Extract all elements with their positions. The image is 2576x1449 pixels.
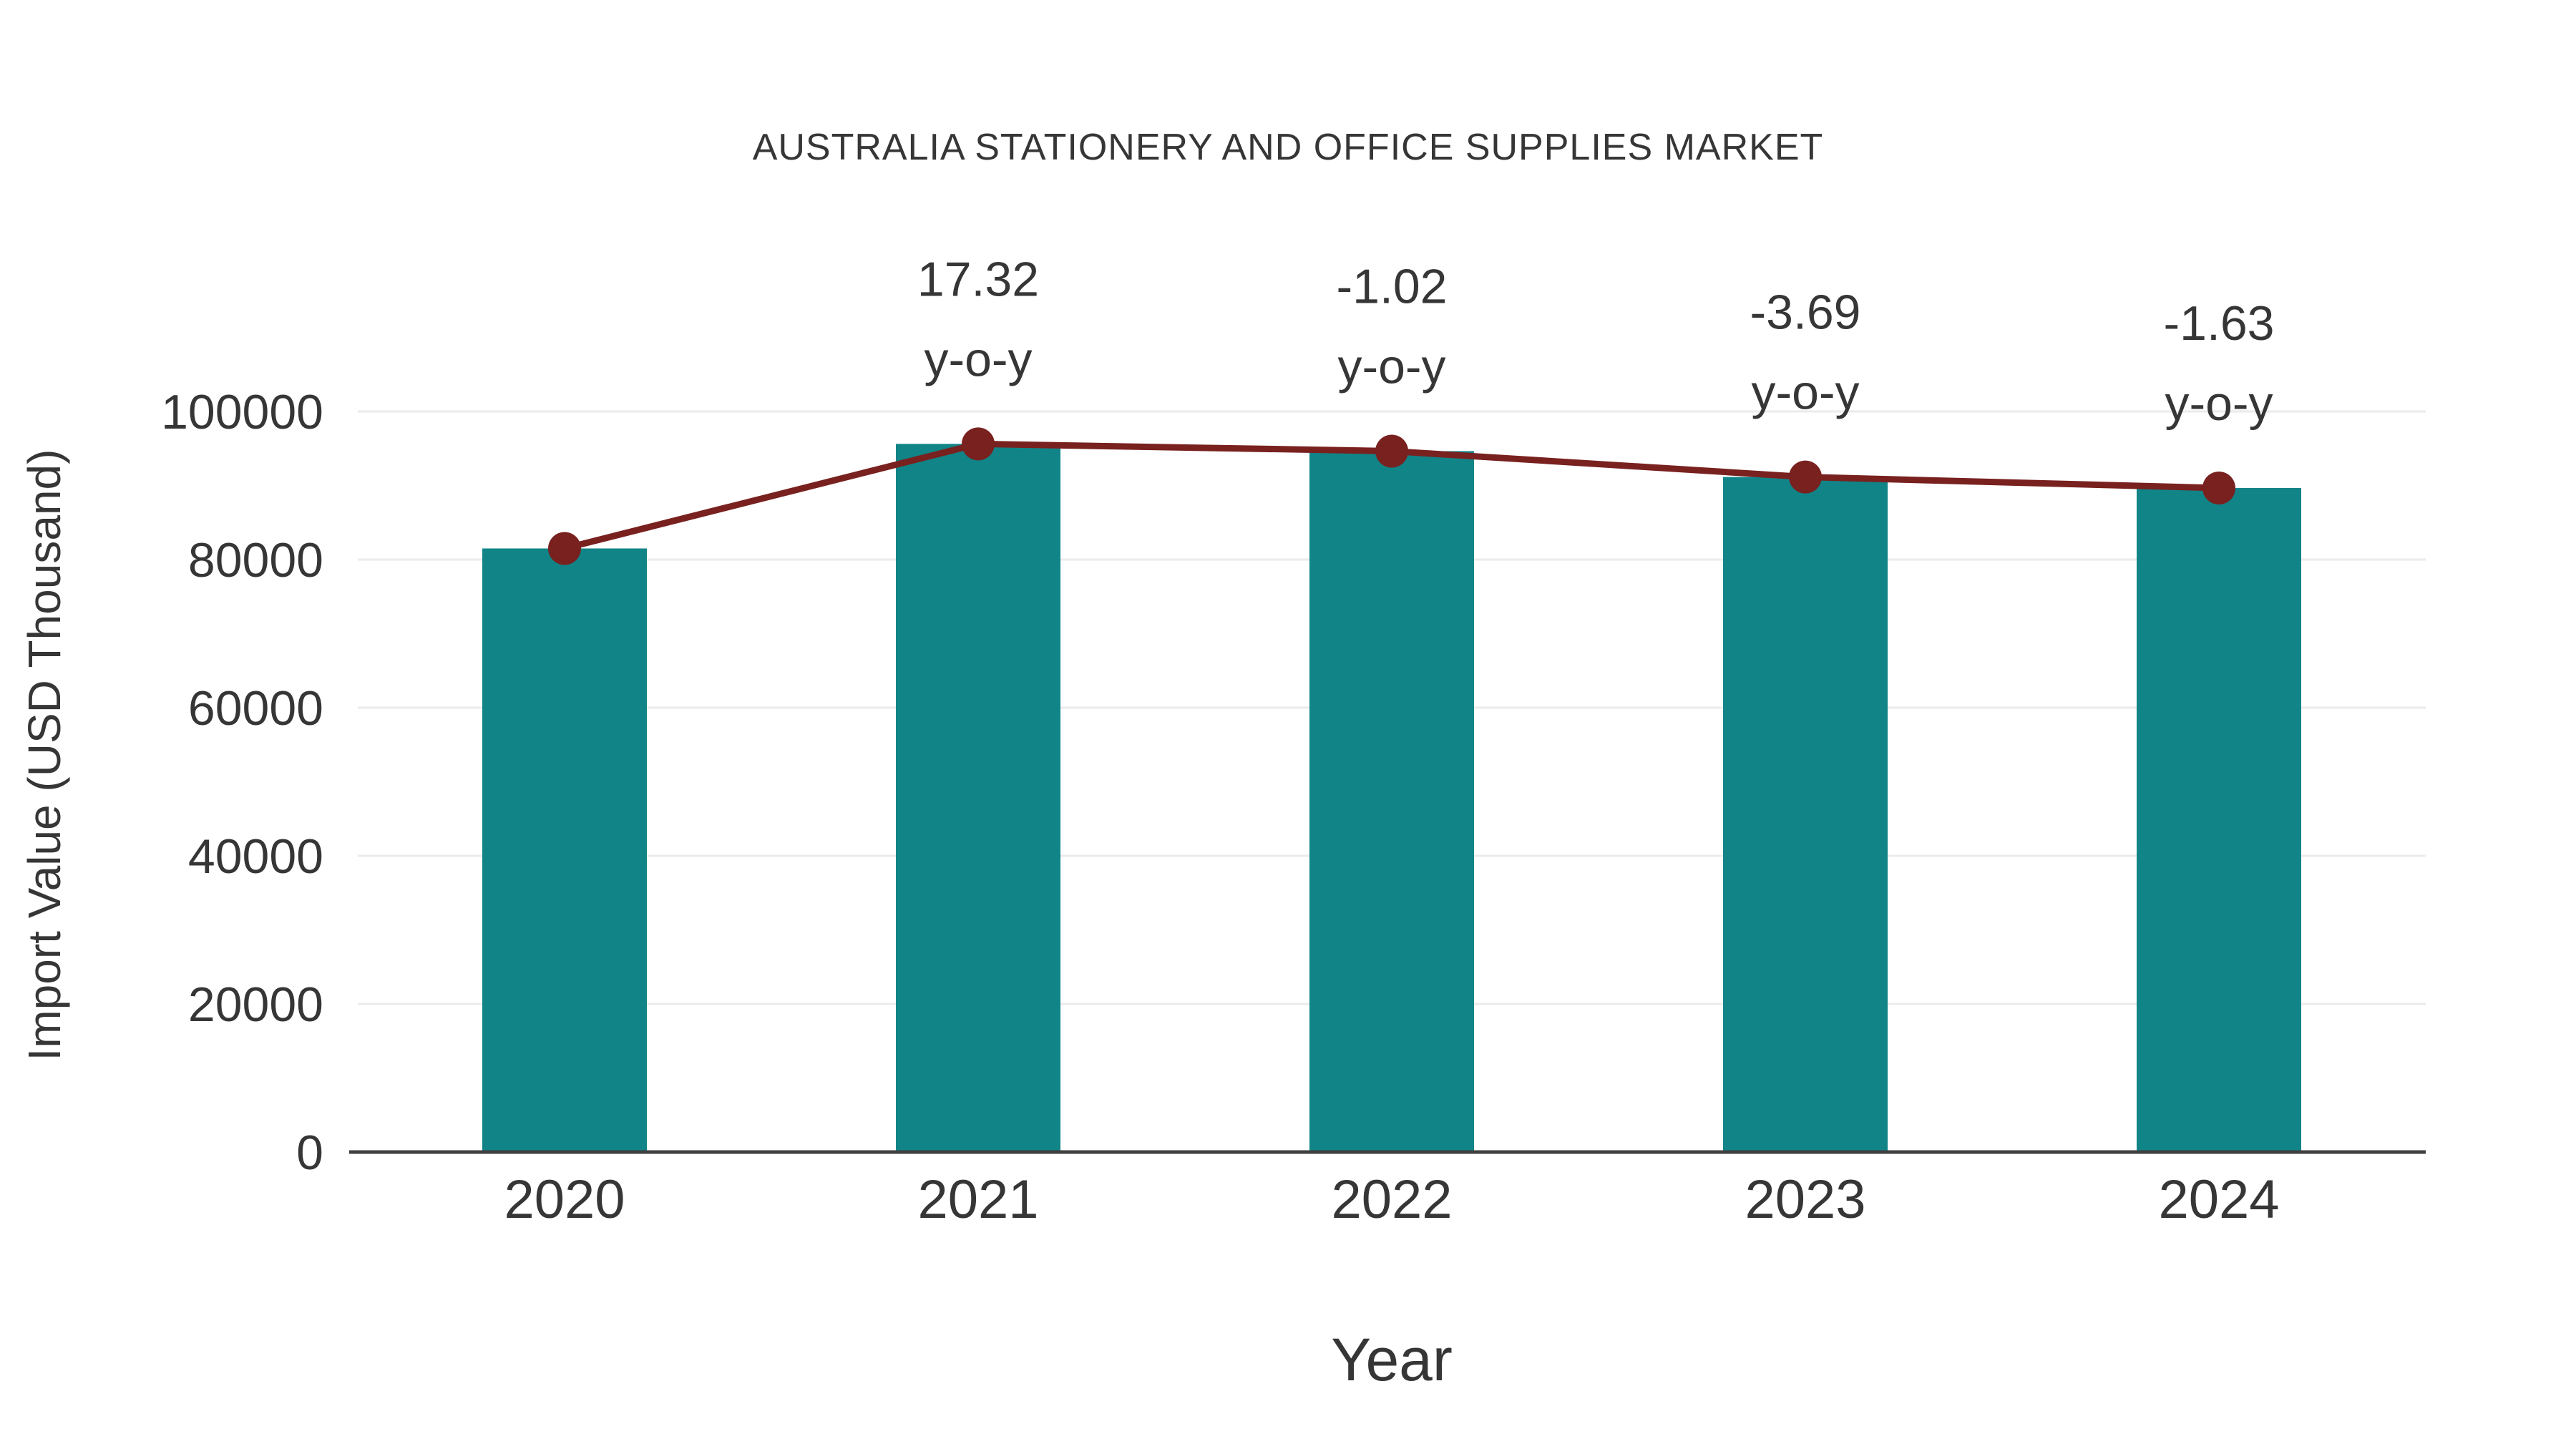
trend-marker-2024 [2202, 472, 2235, 505]
bar-2023 [1723, 477, 1888, 1152]
x-tick-label-2022: 2022 [1331, 1169, 1452, 1230]
bar-2021 [896, 444, 1060, 1152]
yoy-label-2023: y-o-y [1751, 366, 1859, 420]
y-tick-label: 80000 [188, 533, 323, 587]
yoy-value-2023: -3.69 [1750, 286, 1861, 340]
yoy-label-2022: y-o-y [1337, 339, 1445, 394]
yoy-value-2024: -1.63 [2164, 296, 2275, 351]
x-axis-title: Year [1331, 1326, 1453, 1393]
bar-2020 [482, 548, 647, 1152]
trend-marker-2020 [548, 532, 581, 565]
trend-marker-2021 [962, 427, 995, 461]
x-tick-label-2023: 2023 [1745, 1169, 1865, 1230]
trend-marker-2022 [1375, 434, 1408, 468]
y-tick-label: 100000 [161, 385, 323, 439]
y-tick-label: 60000 [188, 681, 323, 736]
bar-2022 [1309, 451, 1474, 1152]
y-tick-label: 20000 [188, 977, 323, 1032]
x-tick-label-2020: 2020 [504, 1169, 625, 1230]
bar-2024 [2137, 488, 2301, 1152]
trend-marker-2023 [1789, 460, 1822, 494]
y-tick-label: 0 [296, 1126, 323, 1180]
x-tick-label-2021: 2021 [917, 1169, 1038, 1230]
x-tick-label-2024: 2024 [2158, 1169, 2279, 1230]
yoy-label-2021: y-o-y [924, 332, 1032, 386]
yoy-label-2024: y-o-y [2165, 376, 2273, 431]
y-tick-label: 40000 [188, 829, 323, 884]
chart-title: AUSTRALIA STATIONERY AND OFFICE SUPPLIES… [752, 127, 1824, 168]
yoy-value-2022: -1.02 [1337, 259, 1448, 313]
yoy-value-2021: 17.32 [917, 252, 1039, 306]
